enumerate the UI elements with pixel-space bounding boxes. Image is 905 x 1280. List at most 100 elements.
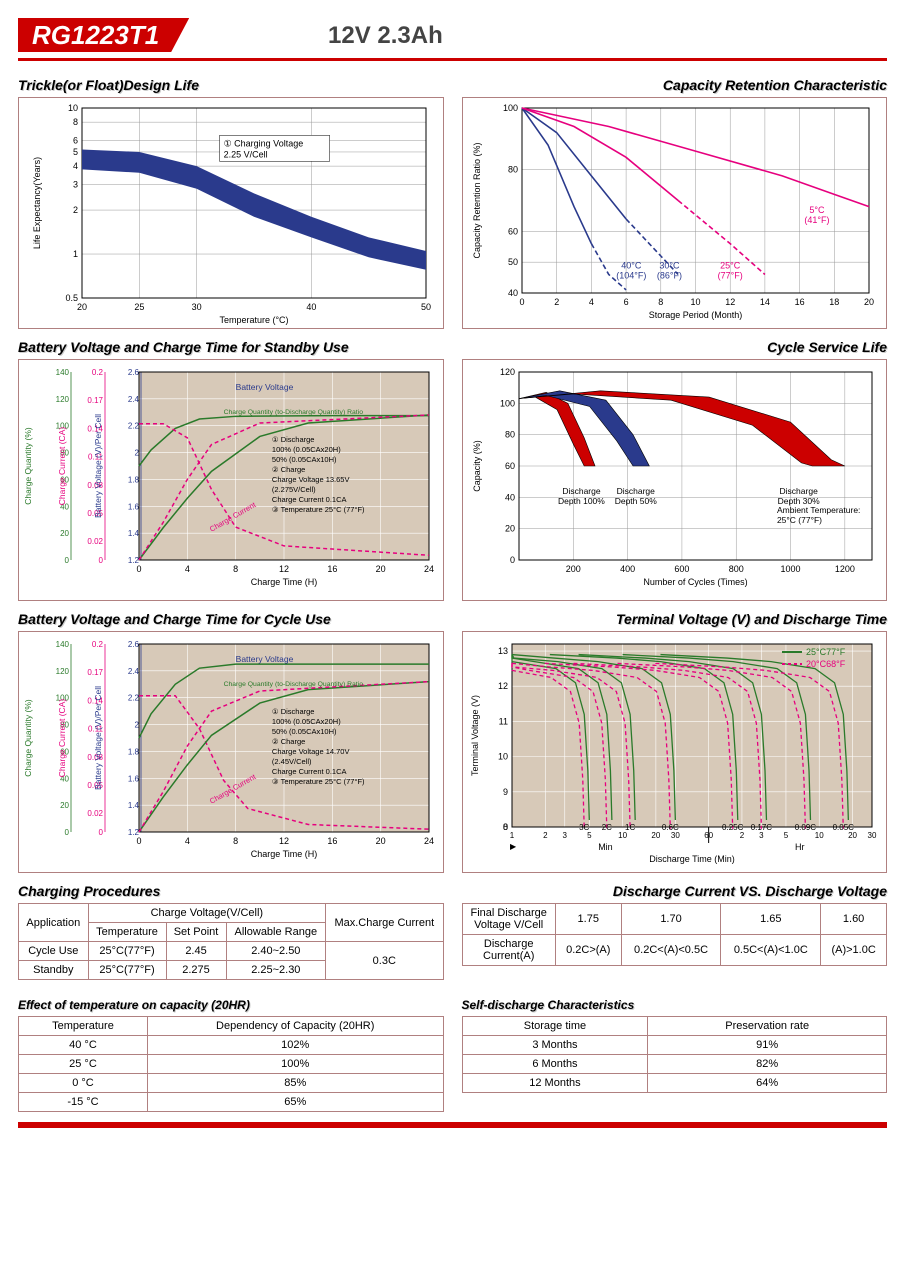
svg-text:2.6: 2.6 xyxy=(128,640,140,649)
svg-text:2C: 2C xyxy=(602,823,612,832)
svg-text:8: 8 xyxy=(73,117,78,127)
svg-text:8: 8 xyxy=(233,836,238,846)
svg-text:50% (0.05CAx10H): 50% (0.05CAx10H) xyxy=(272,455,337,464)
svg-text:Temperature (°C): Temperature (°C) xyxy=(219,315,288,325)
svg-text:1.8: 1.8 xyxy=(128,475,140,484)
svg-text:10: 10 xyxy=(815,831,824,840)
svg-text:120: 120 xyxy=(55,395,69,404)
svg-text:20: 20 xyxy=(864,297,874,307)
table-row: -15 °C65% xyxy=(19,1093,444,1112)
chart-retention: 024681012141618204050608010040°C(104°F)3… xyxy=(462,97,888,329)
svg-text:4: 4 xyxy=(73,161,78,171)
th-range: Allowable Range xyxy=(226,923,326,942)
svg-text:10: 10 xyxy=(691,297,701,307)
svg-text:12: 12 xyxy=(725,297,735,307)
svg-text:12: 12 xyxy=(498,681,508,691)
th-set: Set Point xyxy=(166,923,226,942)
svg-text:Discharge: Discharge xyxy=(780,486,819,496)
svg-text:1.4: 1.4 xyxy=(128,801,140,810)
svg-text:100: 100 xyxy=(503,103,518,113)
svg-text:0.02: 0.02 xyxy=(87,537,103,546)
svg-text:6: 6 xyxy=(73,135,78,145)
svg-text:Charge Quantity (to-Discharge: Charge Quantity (to-Discharge Quantity) … xyxy=(223,681,363,688)
svg-text:5: 5 xyxy=(784,831,789,840)
svg-text:1: 1 xyxy=(73,249,78,259)
table-row: Discharge Current(A) 0.2C>(A) 0.2C<(A)<0… xyxy=(462,935,887,966)
svg-text:Min: Min xyxy=(598,842,613,852)
svg-text:20: 20 xyxy=(77,302,87,312)
svg-text:1.2: 1.2 xyxy=(128,556,140,565)
svg-text:25°C77°F: 25°C77°F xyxy=(806,647,846,657)
svg-text:③ Temperature 25°C (77°F): ③ Temperature 25°C (77°F) xyxy=(272,777,365,786)
svg-text:16: 16 xyxy=(327,564,337,574)
title-charging: Charging Procedures xyxy=(18,883,444,899)
table-tempcap: TemperatureDependency of Capacity (20HR)… xyxy=(18,1016,444,1112)
table-dvdc: Final Discharge Voltage V/Cell 1.75 1.70… xyxy=(462,903,888,966)
svg-text:0: 0 xyxy=(98,556,103,565)
svg-text:80: 80 xyxy=(508,165,518,175)
table-row: Cycle Use 25°C(77°F) 2.45 2.40~2.50 0.3C xyxy=(19,942,444,961)
svg-text:30: 30 xyxy=(868,831,877,840)
model-badge: RG1223T1 xyxy=(18,18,189,52)
svg-text:16: 16 xyxy=(795,297,805,307)
svg-text:0: 0 xyxy=(503,822,508,832)
svg-text:0: 0 xyxy=(98,828,103,837)
svg-text:② Charge: ② Charge xyxy=(272,737,305,746)
svg-text:(104°F): (104°F) xyxy=(617,270,647,280)
svg-text:2: 2 xyxy=(543,831,548,840)
svg-text:Battery Voltage (V)/Per Cell: Battery Voltage (V)/Per Cell xyxy=(93,414,103,518)
svg-text:24: 24 xyxy=(424,564,434,574)
svg-text:12: 12 xyxy=(279,836,289,846)
svg-text:600: 600 xyxy=(675,564,690,574)
svg-text:20: 20 xyxy=(60,801,69,810)
table-selfdis: Storage timePreservation rate 3 Months91… xyxy=(462,1016,888,1093)
svg-text:18: 18 xyxy=(830,297,840,307)
title-retention: Capacity Retention Characteristic xyxy=(462,77,888,93)
svg-text:140: 140 xyxy=(55,368,69,377)
th-app: Application xyxy=(19,904,89,942)
svg-text:Charge Quantity (%): Charge Quantity (%) xyxy=(23,699,33,777)
chart-cycle-use: 04812162024020406080100120140Charge Quan… xyxy=(18,631,444,873)
svg-text:16: 16 xyxy=(327,836,337,846)
title-selfdis: Self-discharge Characteristics xyxy=(462,998,888,1012)
svg-text:Charge Quantity (%): Charge Quantity (%) xyxy=(23,427,33,505)
svg-text:140: 140 xyxy=(55,640,69,649)
svg-text:25°C (77°F): 25°C (77°F) xyxy=(777,515,822,525)
svg-text:11: 11 xyxy=(499,716,508,726)
svg-text:Ambient Temperature:: Ambient Temperature: xyxy=(777,505,860,515)
svg-text:① Discharge: ① Discharge xyxy=(272,707,315,716)
table-row: 6 Months82% xyxy=(462,1055,887,1074)
svg-text:Depth 100%: Depth 100% xyxy=(558,496,605,506)
svg-text:1200: 1200 xyxy=(835,564,855,574)
svg-text:Charge Quantity (to-Discharge: Charge Quantity (to-Discharge Quantity) … xyxy=(223,409,363,416)
table-row: 25 °C100% xyxy=(19,1055,444,1074)
svg-text:Charge Time (H): Charge Time (H) xyxy=(250,577,317,587)
svg-text:60: 60 xyxy=(505,461,515,471)
svg-text:Storage Period (Month): Storage Period (Month) xyxy=(649,310,743,320)
svg-text:Capacity Retention Ratio (%): Capacity Retention Ratio (%) xyxy=(472,142,482,258)
svg-text:1.4: 1.4 xyxy=(128,529,140,538)
svg-text:▶: ▶ xyxy=(510,842,517,851)
svg-text:40: 40 xyxy=(505,492,515,502)
svg-text:0: 0 xyxy=(64,828,69,837)
svg-text:60: 60 xyxy=(508,226,518,236)
svg-text:20°C68°F: 20°C68°F xyxy=(806,659,846,669)
svg-text:1.8: 1.8 xyxy=(128,747,140,756)
spec-text: 12V 2.3Ah xyxy=(328,22,443,50)
svg-text:4: 4 xyxy=(185,564,190,574)
svg-text:4: 4 xyxy=(589,297,594,307)
svg-text:10: 10 xyxy=(618,831,627,840)
svg-text:50: 50 xyxy=(421,302,431,312)
svg-text:2.2: 2.2 xyxy=(128,422,140,431)
svg-text:9: 9 xyxy=(503,787,508,797)
svg-text:2.2: 2.2 xyxy=(128,694,140,703)
svg-text:Battery Voltage (V)/Per Cell: Battery Voltage (V)/Per Cell xyxy=(93,686,103,790)
table-row: 40 °C102% xyxy=(19,1036,444,1055)
svg-text:0: 0 xyxy=(520,297,525,307)
svg-text:1.6: 1.6 xyxy=(128,502,140,511)
th-max: Max.Charge Current xyxy=(326,904,443,942)
svg-text:Charge Time (H): Charge Time (H) xyxy=(250,849,317,859)
title-tempcap: Effect of temperature on capacity (20HR) xyxy=(18,998,444,1012)
svg-text:3: 3 xyxy=(563,831,568,840)
svg-text:5: 5 xyxy=(73,147,78,157)
